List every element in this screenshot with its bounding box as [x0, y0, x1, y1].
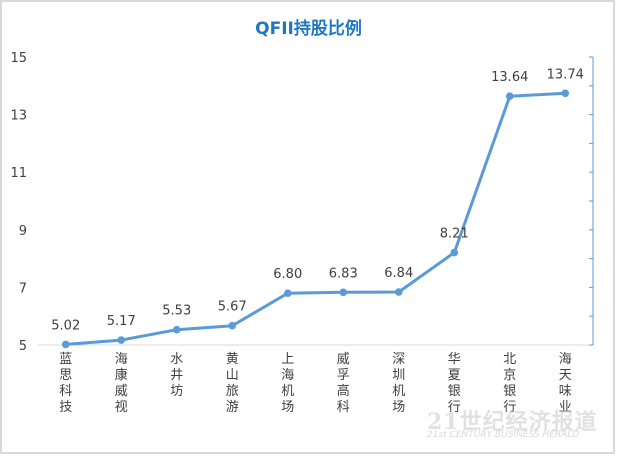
category-label: 水井坊 — [170, 352, 184, 399]
y-tick-label: 5 — [19, 339, 27, 354]
data-point — [172, 325, 181, 334]
category-label: 深圳机场 — [392, 352, 406, 415]
y-tick-label: 7 — [19, 281, 27, 296]
data-label: 6.83 — [329, 266, 358, 281]
data-label: 6.80 — [273, 267, 302, 282]
data-point — [394, 288, 403, 296]
y-tick-label: 15 — [10, 51, 27, 66]
data-line — [65, 91, 566, 346]
data-label: 5.53 — [162, 304, 191, 319]
category-label: 北京银行 — [503, 352, 517, 415]
data-label: 13.64 — [491, 70, 528, 85]
chart-title: QFII持股比例 — [255, 19, 362, 39]
category-label: 海天味业 — [558, 352, 572, 415]
data-point — [283, 289, 292, 297]
watermark-en: 21st CENTURY BUSINESS HERALD — [427, 430, 580, 440]
data-label: 5.02 — [51, 318, 80, 333]
category-label: 海康威视 — [114, 352, 128, 415]
category-label: 黄山旅游 — [225, 352, 239, 415]
watermark-cn: 21世纪经济报道 — [427, 409, 598, 435]
data-label: 5.17 — [107, 314, 136, 329]
category-label: 威孚高科 — [336, 352, 350, 415]
data-label: 5.67 — [218, 300, 247, 315]
category-label: 华夏银行 — [447, 352, 461, 415]
y-tick-label: 9 — [19, 224, 27, 239]
y-tick-label: 13 — [10, 109, 27, 124]
data-point — [117, 336, 126, 344]
data-point — [61, 340, 70, 349]
category-label: 上海机场 — [281, 352, 295, 415]
y-tick-label: 11 — [10, 166, 27, 181]
data-label: 13.74 — [547, 67, 584, 82]
data-point — [450, 248, 459, 257]
data-point — [561, 89, 570, 98]
data-label: 8.21 — [440, 227, 469, 242]
data-point — [228, 321, 237, 330]
data-point — [505, 92, 514, 100]
data-point — [339, 288, 348, 297]
data-label: 6.84 — [384, 266, 413, 281]
category-label: 蓝思科技 — [59, 352, 73, 415]
